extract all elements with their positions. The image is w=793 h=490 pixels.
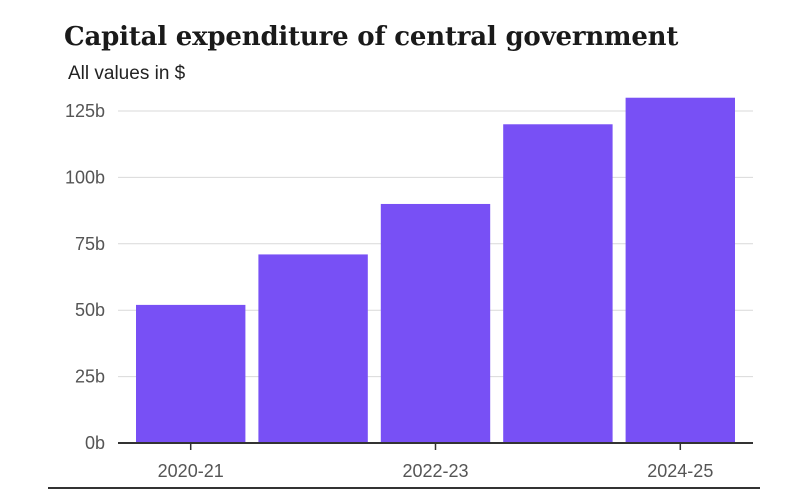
x-tick-label: 2024-25 <box>647 461 713 481</box>
bars <box>136 97 735 443</box>
axes <box>118 442 753 450</box>
chart-title: Capital expenditure of central governmen… <box>64 22 679 52</box>
bar-2023-24 <box>503 124 613 443</box>
y-tick-label: 100b <box>65 167 105 187</box>
bar-2021-22 <box>258 254 368 443</box>
x-tick-label: 2022-23 <box>402 461 468 481</box>
y-tick-label: 125b <box>65 101 105 121</box>
y-tick-label: 25b <box>75 367 105 387</box>
footer-divider <box>48 487 760 489</box>
y-tick-label: 75b <box>75 234 105 254</box>
x-tick-label: 2020-21 <box>158 461 224 481</box>
y-tick-label: 0b <box>85 433 105 453</box>
bar-2022-23 <box>380 203 491 443</box>
bar-2020-21 <box>136 304 246 443</box>
y-tick-label: 50b <box>75 300 105 320</box>
chart-subtitle: All values in $ <box>68 63 186 84</box>
tick-labels: 0b 25b 50b 75b 100b 125b 2020-21 2022-23 2024-25 <box>65 101 713 481</box>
bar-2024-25 <box>625 97 735 443</box>
